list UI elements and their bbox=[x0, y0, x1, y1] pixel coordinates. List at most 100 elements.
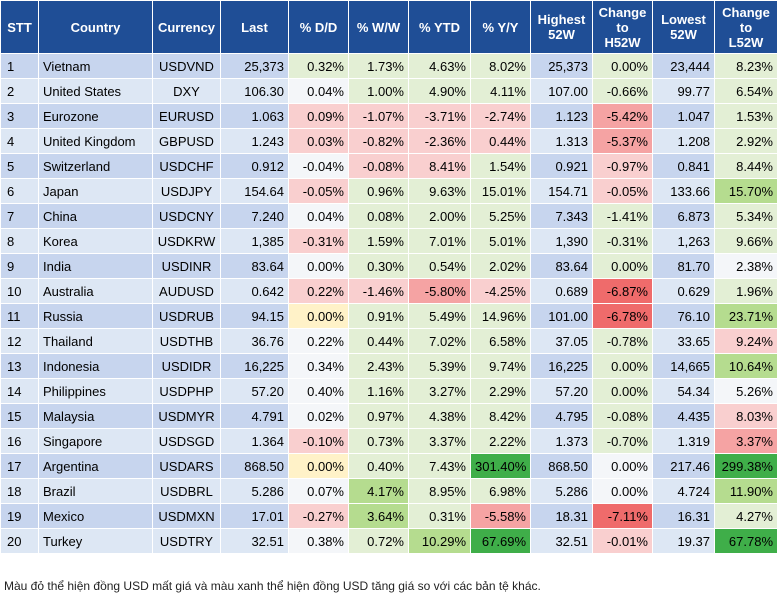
table-cell: 7.01% bbox=[408, 228, 471, 254]
table-cell: 17.01 bbox=[220, 503, 289, 529]
table-cell: 0.44% bbox=[470, 128, 531, 154]
table-cell: 4.435 bbox=[652, 403, 715, 429]
header-cell: Country bbox=[38, 0, 153, 54]
table-cell: 9.74% bbox=[470, 353, 531, 379]
table-cell: 3.37% bbox=[714, 428, 777, 454]
table-cell: USDSGD bbox=[152, 428, 221, 454]
table-cell: USDIDR bbox=[152, 353, 221, 379]
table-cell: -0.10% bbox=[288, 428, 349, 454]
table-cell: -0.05% bbox=[288, 178, 349, 204]
table-cell: 57.20 bbox=[220, 378, 289, 404]
table-cell: 0.96% bbox=[348, 178, 409, 204]
table-cell: 4.27% bbox=[714, 503, 777, 529]
table-cell: Mexico bbox=[38, 503, 153, 529]
table-cell: USDBRL bbox=[152, 478, 221, 504]
table-cell: -0.01% bbox=[592, 528, 653, 554]
table-row: 6 Japan USDJPY 154.64 -0.05% 0.96% 9.63% 15.01%… bbox=[0, 178, 777, 204]
table-cell: 13 bbox=[0, 353, 39, 379]
table-cell: 5.01% bbox=[470, 228, 531, 254]
table-row: 14 Philippines USDPHP 57.20 0.40% 1.16% 3.27% 2… bbox=[0, 378, 777, 404]
table-cell: 4.38% bbox=[408, 403, 471, 429]
table-cell: 0.07% bbox=[288, 478, 349, 504]
table-cell: 3 bbox=[0, 103, 39, 129]
table-cell: 3.37% bbox=[408, 428, 471, 454]
table-cell: 4.724 bbox=[652, 478, 715, 504]
table-cell: 0.04% bbox=[288, 78, 349, 104]
table-row: 5 Switzerland USDCHF 0.912 -0.04% -0.08% 8.41%… bbox=[0, 153, 777, 179]
table-cell: 0.00% bbox=[592, 253, 653, 279]
table-cell: USDCNY bbox=[152, 203, 221, 229]
table-cell: 868.50 bbox=[530, 453, 593, 479]
table-cell: India bbox=[38, 253, 153, 279]
table-cell: 6 bbox=[0, 178, 39, 204]
table-cell: 11 bbox=[0, 303, 39, 329]
table-cell: -1.46% bbox=[348, 278, 409, 304]
table-cell: Brazil bbox=[38, 478, 153, 504]
table-cell: 9 bbox=[0, 253, 39, 279]
header-cell: STT bbox=[0, 0, 39, 54]
table-cell: 2.02% bbox=[470, 253, 531, 279]
table-cell: 0.00% bbox=[592, 478, 653, 504]
table-cell: 0.02% bbox=[288, 403, 349, 429]
table-cell: -5.42% bbox=[592, 103, 653, 129]
table-cell: 5.286 bbox=[220, 478, 289, 504]
header-cell: Lowest 52W bbox=[652, 0, 715, 54]
table-cell: 0.689 bbox=[530, 278, 593, 304]
table-cell: 6.58% bbox=[470, 328, 531, 354]
table-cell: 17 bbox=[0, 453, 39, 479]
table-row: 18 Brazil USDBRL 5.286 0.07% 4.17% 8.95% 6.98% 5… bbox=[0, 478, 777, 504]
table-cell: 4.791 bbox=[220, 403, 289, 429]
table-cell: 9.66% bbox=[714, 228, 777, 254]
table-cell: 8.02% bbox=[470, 53, 531, 79]
table-cell: 1,390 bbox=[530, 228, 593, 254]
table-cell: 6.98% bbox=[470, 478, 531, 504]
table-cell: 5.39% bbox=[408, 353, 471, 379]
table-cell: 15.01% bbox=[470, 178, 531, 204]
table-cell: 2.92% bbox=[714, 128, 777, 154]
table-cell: 0.921 bbox=[530, 153, 593, 179]
table-cell: 10 bbox=[0, 278, 39, 304]
table-cell: Indonesia bbox=[38, 353, 153, 379]
table-cell: 8.42% bbox=[470, 403, 531, 429]
table-cell: DXY bbox=[152, 78, 221, 104]
table-cell: -6.87% bbox=[592, 278, 653, 304]
table-cell: 10.64% bbox=[714, 353, 777, 379]
table-cell: 1.047 bbox=[652, 103, 715, 129]
table-cell: 1.319 bbox=[652, 428, 715, 454]
table-cell: 0.72% bbox=[348, 528, 409, 554]
table-cell: 154.71 bbox=[530, 178, 593, 204]
table-cell: 0.00% bbox=[592, 453, 653, 479]
table-cell: Russia bbox=[38, 303, 153, 329]
table-cell: 5.34% bbox=[714, 203, 777, 229]
header-cell: Currency bbox=[152, 0, 221, 54]
table-cell: -5.58% bbox=[470, 503, 531, 529]
table-cell: 0.38% bbox=[288, 528, 349, 554]
table-cell: 5.25% bbox=[470, 203, 531, 229]
table-cell: 868.50 bbox=[220, 453, 289, 479]
table-cell: 36.76 bbox=[220, 328, 289, 354]
table-cell: Switzerland bbox=[38, 153, 153, 179]
table-cell: USDPHP bbox=[152, 378, 221, 404]
table-cell: 0.00% bbox=[592, 378, 653, 404]
table-cell: 8.03% bbox=[714, 403, 777, 429]
table-cell: EURUSD bbox=[152, 103, 221, 129]
table-cell: 2.38% bbox=[714, 253, 777, 279]
table-cell: 83.64 bbox=[530, 253, 593, 279]
table-cell: -0.66% bbox=[592, 78, 653, 104]
table-cell: -1.41% bbox=[592, 203, 653, 229]
table-cell: USDTHB bbox=[152, 328, 221, 354]
table-cell: 0.841 bbox=[652, 153, 715, 179]
table-cell: 8.23% bbox=[714, 53, 777, 79]
table-cell: 25,373 bbox=[530, 53, 593, 79]
table-cell: -5.80% bbox=[408, 278, 471, 304]
header-cell: Change to H52W bbox=[592, 0, 653, 54]
table-cell: 0.54% bbox=[408, 253, 471, 279]
table-cell: 106.30 bbox=[220, 78, 289, 104]
table-cell: 81.70 bbox=[652, 253, 715, 279]
table-cell: -4.25% bbox=[470, 278, 531, 304]
table-cell: 1 bbox=[0, 53, 39, 79]
table-cell: 0.22% bbox=[288, 278, 349, 304]
table-cell: 0.73% bbox=[348, 428, 409, 454]
table-cell: 2.00% bbox=[408, 203, 471, 229]
